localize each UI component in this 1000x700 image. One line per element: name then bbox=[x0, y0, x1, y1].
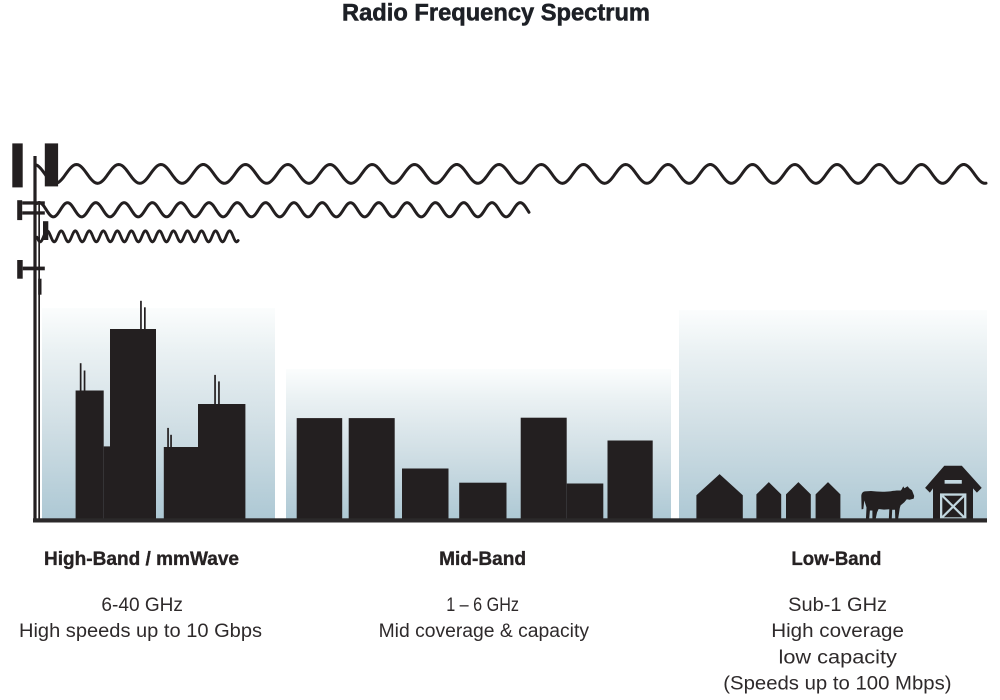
svg-text:low capacity: low capacity bbox=[779, 647, 898, 668]
svg-text:Mid coverage & capacity: Mid coverage & capacity bbox=[379, 621, 590, 642]
svg-text:1 – 6 GHz: 1 – 6 GHz bbox=[446, 595, 519, 616]
svg-text:Mid-Band: Mid-Band bbox=[439, 548, 526, 570]
svg-text:High-Band / mmWave: High-Band / mmWave bbox=[44, 548, 239, 570]
svg-text:6-40 GHz: 6-40 GHz bbox=[101, 595, 183, 616]
svg-text:(Speeds up to 100 Mbps): (Speeds up to 100 Mbps) bbox=[723, 674, 951, 695]
svg-text:High coverage: High coverage bbox=[771, 621, 904, 642]
svg-text:High speeds up to 10 Gbps: High speeds up to 10 Gbps bbox=[19, 621, 262, 642]
svg-text:Radio Frequency Spectrum: Radio Frequency Spectrum bbox=[342, 0, 650, 26]
svg-text:Low-Band: Low-Band bbox=[791, 548, 881, 570]
svg-text:Sub-1 GHz: Sub-1 GHz bbox=[788, 595, 887, 616]
